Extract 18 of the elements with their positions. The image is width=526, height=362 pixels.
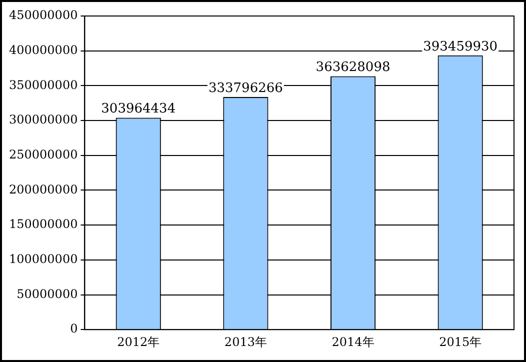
y-tick-label: 300000000 <box>8 112 78 127</box>
y-tick-label: 150000000 <box>8 217 78 232</box>
data-label: 333796266 <box>208 80 283 96</box>
x-tick-label: 2015年 <box>439 334 482 349</box>
y-tick-label: 200000000 <box>8 182 78 196</box>
x-tick-label: 2013年 <box>224 334 267 349</box>
y-tick-label: 100000000 <box>8 252 78 266</box>
y-tick-label: 450000000 <box>8 8 78 22</box>
x-tick-label: 2012年 <box>117 334 160 349</box>
y-tick-label: 400000000 <box>8 42 78 57</box>
y-tick-label: 50000000 <box>16 286 78 301</box>
data-label: 303964434 <box>101 102 176 117</box>
data-label: 393459930 <box>423 39 498 54</box>
data-label: 363628098 <box>316 60 390 76</box>
x-tick-label: 2014年 <box>332 334 374 349</box>
y-tick-label: 0 <box>70 322 78 336</box>
y-tick-label: 250000000 <box>8 148 78 162</box>
y-tick-label: 350000000 <box>8 78 78 92</box>
